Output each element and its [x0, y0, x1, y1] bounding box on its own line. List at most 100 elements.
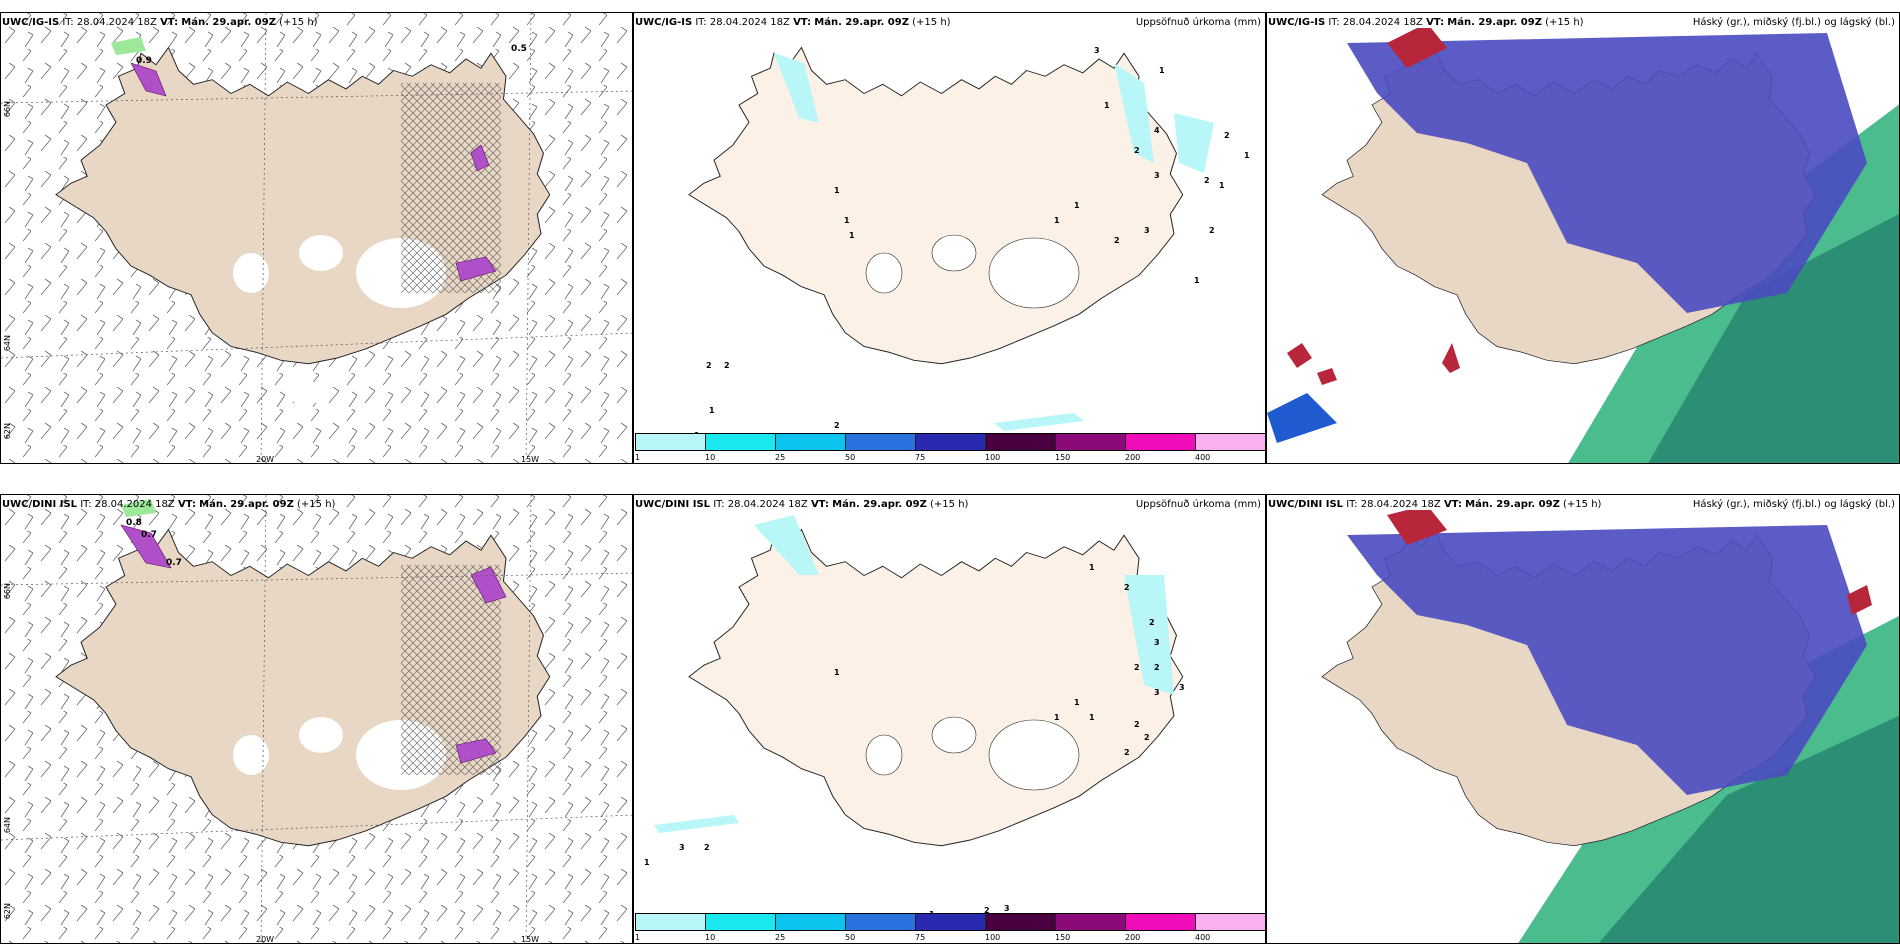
svg-text:3: 3	[1154, 688, 1160, 697]
svg-text:1: 1	[1159, 66, 1165, 75]
svg-text:2: 2	[834, 421, 840, 430]
panel-title: UWC/DINI ISL IT: 28.04.2024 18Z VT: Mán.…	[635, 499, 969, 510]
svg-text:2: 2	[1204, 176, 1210, 185]
colorbar-segment-9	[1196, 434, 1265, 450]
svg-text:2: 2	[1124, 748, 1130, 757]
svg-text:1: 1	[1089, 563, 1095, 572]
svg-text:3: 3	[1004, 904, 1010, 913]
svg-text:2: 2	[1209, 226, 1215, 235]
colorbar-segment-1	[636, 914, 706, 930]
colorbar-tick: 50	[845, 453, 856, 462]
colorbar-segment-5	[916, 914, 986, 930]
colorbar-tick: 75	[915, 933, 926, 942]
colorbar-segment-5	[916, 434, 986, 450]
precip-values: 3 1 1 2 4 2 1 3 2 3 2 1 1 1 1 1 2 2 2 1 …	[694, 46, 1250, 440]
colorbar-segment-8	[1126, 434, 1196, 450]
svg-text:2: 2	[1124, 583, 1130, 592]
panel-subtitle: Háský (gr.), miðský (fj.bl.) og lágský (…	[1692, 17, 1895, 28]
cloud-panel-dini: UWC/DINI ISL IT: 28.04.2024 18Z VT: Mán.…	[1266, 494, 1900, 944]
colorbar-tick: 25	[775, 453, 786, 462]
precip-panel-dini: UWC/DINI ISL IT: 28.04.2024 18Z VT: Mán.…	[633, 494, 1266, 944]
panel-subtitle: Háský (gr.), miðský (fj.bl.) og lágský (…	[1692, 499, 1895, 510]
colorbar-segment-4	[846, 434, 916, 450]
svg-text:2: 2	[704, 843, 710, 852]
svg-text:2: 2	[1134, 663, 1140, 672]
colorbar-tick: 1	[635, 933, 641, 942]
colorbar-segment-6	[986, 914, 1056, 930]
cloud-map	[1267, 495, 1899, 943]
colorbar-tick: 150	[1055, 933, 1071, 942]
colorbar-segment-6	[986, 434, 1056, 450]
colorbar-tick: 10	[705, 453, 716, 462]
lon-label: 20W	[256, 455, 275, 464]
colorbar-tick: 75	[915, 453, 926, 462]
svg-text:1: 1	[1104, 101, 1110, 110]
colorbar-segment-7	[1056, 914, 1126, 930]
colorbar-segment-1	[636, 434, 706, 450]
colorbar-segment-3	[776, 434, 846, 450]
svg-text:3: 3	[1144, 226, 1150, 235]
lat-label: 62N	[3, 423, 12, 440]
svg-text:1: 1	[1054, 216, 1060, 225]
lat-label: 64N	[3, 817, 12, 834]
precip-panel-ig-is: UWC/IG-IS IT: 28.04.2024 18Z VT: Mán. 29…	[633, 12, 1266, 464]
panel-title: UWC/IG-IS IT: 28.04.2024 18Z VT: Mán. 29…	[2, 17, 318, 28]
svg-text:4: 4	[1154, 126, 1160, 135]
svg-text:2: 2	[1224, 131, 1230, 140]
svg-text:3: 3	[1179, 683, 1185, 692]
panel-title: UWC/DINI ISL IT: 28.04.2024 18Z VT: Mán.…	[2, 499, 336, 510]
precip-label-b: 0.9	[136, 56, 152, 66]
svg-text:3: 3	[1154, 638, 1160, 647]
svg-text:3: 3	[1094, 46, 1100, 55]
svg-text:2: 2	[1144, 733, 1150, 742]
colorbar-tick: 25	[775, 933, 786, 942]
precip-map: 1 2 2 3 2 2 3 3 2 1 1 1 2 2 1 3 2 1 2 3 …	[644, 515, 1185, 919]
colorbar-segment-4	[846, 914, 916, 930]
colorbar-segment-2	[706, 914, 776, 930]
colorbar-tick: 50	[845, 933, 856, 942]
precip-label-a: 0.5	[511, 44, 527, 54]
lat-label: 66N	[3, 101, 12, 118]
svg-text:1: 1	[1219, 181, 1225, 190]
svg-text:1: 1	[1194, 276, 1200, 285]
precip-colorbar	[635, 913, 1265, 931]
cloud-panel-ig-is: UWC/IG-IS IT: 28.04.2024 18Z VT: Mán. 29…	[1266, 12, 1900, 464]
svg-text:1: 1	[834, 186, 840, 195]
svg-text:3: 3	[679, 843, 685, 852]
svg-text:2: 2	[1114, 236, 1120, 245]
svg-text:2: 2	[706, 361, 712, 370]
colorbar-segment-9	[1196, 914, 1265, 930]
panel-title: UWC/IG-IS IT: 28.04.2024 18Z VT: Mán. 29…	[1268, 17, 1584, 28]
svg-text:1: 1	[849, 231, 855, 240]
panel-subtitle: Uppsöfnuð úrkoma (mm)	[1135, 17, 1261, 28]
colorbar-tick: 10	[705, 933, 716, 942]
colorbar-tick: 100	[985, 453, 1001, 462]
panel-title: UWC/IG-IS IT: 28.04.2024 18Z VT: Mán. 29…	[635, 17, 951, 28]
svg-text:1: 1	[844, 216, 850, 225]
colorbar-tick: 200	[1125, 453, 1141, 462]
panel-subtitle: Uppsöfnuð úrkoma (mm)	[1135, 499, 1261, 510]
svg-text:2: 2	[1154, 663, 1160, 672]
precip-colorbar	[635, 433, 1265, 451]
svg-text:1: 1	[644, 858, 650, 867]
svg-text:2: 2	[1134, 146, 1140, 155]
colorbar-tick: 200	[1125, 933, 1141, 942]
wind-map: 0.8 0.7 0.7	[1, 495, 632, 943]
precip-label-b: 0.7	[141, 530, 157, 540]
lon-label: 15W	[521, 935, 540, 944]
colorbar-tick: 1	[635, 453, 641, 462]
panel-title: UWC/DINI ISL IT: 28.04.2024 18Z VT: Mán.…	[1268, 499, 1602, 510]
colorbar-tick: 150	[1055, 453, 1071, 462]
svg-text:1: 1	[1074, 698, 1080, 707]
wind-map: 0.5 0.9	[1, 13, 632, 463]
svg-text:1: 1	[834, 668, 840, 677]
lat-label: 66N	[3, 583, 12, 600]
svg-text:1: 1	[1089, 713, 1095, 722]
colorbar-tick: 400	[1195, 933, 1211, 942]
lat-label: 64N	[3, 335, 12, 352]
cloud-map	[1267, 13, 1899, 463]
svg-text:1: 1	[1244, 151, 1250, 160]
svg-text:2: 2	[1149, 618, 1155, 627]
precip-values: 1 2 2 3 2 2 3 3 2 1 1 1 2 2 1 3 2 1 2 3 …	[644, 563, 1185, 919]
colorbar-segment-8	[1126, 914, 1196, 930]
